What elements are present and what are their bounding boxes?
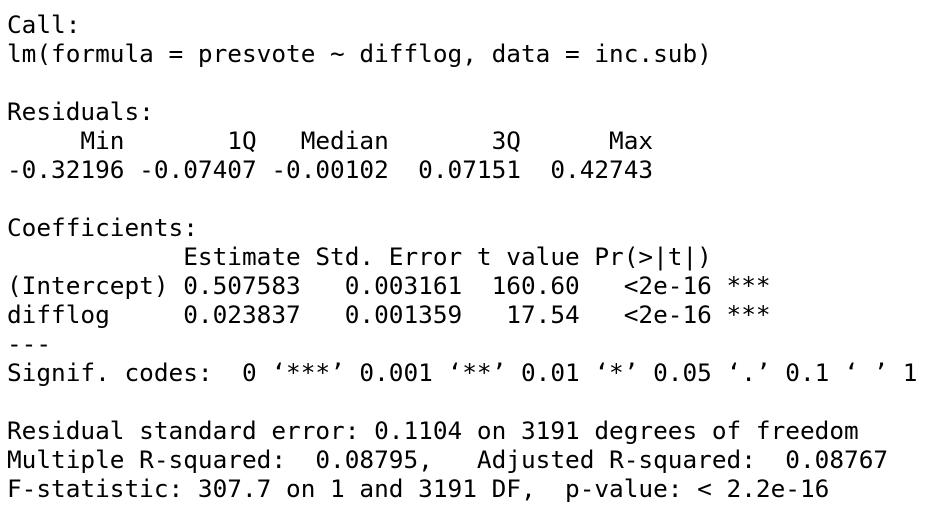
coefficients-header: Coefficients:: [7, 213, 198, 242]
call-formula: lm(formula = presvote ~ difflog, data = …: [7, 39, 712, 68]
r-squared: Multiple R-squared: 0.08795, Adjusted R-…: [7, 445, 903, 474]
blank-line: [7, 387, 931, 416]
residuals-labels: Min 1Q Median 3Q Max: [7, 126, 668, 155]
f-statistic: F-statistic: 307.7 on 1 and 3191 DF, p-v…: [7, 474, 830, 503]
blank-line: [7, 184, 931, 213]
signif-codes: Signif. codes: 0 ‘***’ 0.001 ‘**’ 0.01 ‘…: [7, 358, 918, 387]
call-header: Call:: [7, 10, 81, 39]
residual-standard-error: Residual standard error: 0.1104 on 3191 …: [7, 416, 859, 445]
residuals-header: Residuals:: [7, 97, 154, 126]
coefficient-row-difflog: difflog 0.023837 0.001359 17.54 <2e-16 *…: [7, 300, 771, 329]
blank-line: [7, 68, 931, 97]
coefficients-column-headers: Estimate Std. Error t value Pr(>|t|): [7, 242, 771, 271]
coefficient-row-intercept: (Intercept) 0.507583 0.003161 160.60 <2e…: [7, 271, 771, 300]
separator: ---: [7, 329, 52, 358]
residuals-values: -0.32196 -0.07407 -0.00102 0.07151 0.427…: [7, 155, 668, 184]
